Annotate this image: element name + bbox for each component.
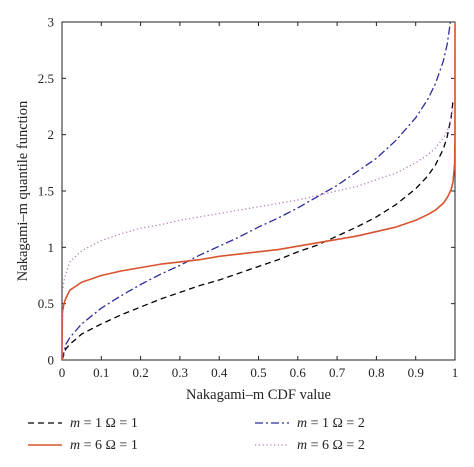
legend-label-2: m = 1 Ω = 2 (297, 416, 365, 431)
series-lines (62, 22, 455, 360)
series-line-1 (62, 100, 454, 360)
x-tick-label: 0.2 (132, 365, 148, 380)
x-tick-label: 1 (452, 365, 459, 380)
x-axis-title: Nakagami–m CDF value (186, 387, 331, 403)
y-tick-label: 0 (48, 353, 55, 368)
x-tick-label: 0.1 (93, 365, 109, 380)
legend-label-3: m = 6 Ω = 1 (70, 438, 138, 453)
x-tick-label: 0.7 (329, 365, 346, 380)
legend-label-text: = 6 Ω = 2 (307, 438, 365, 453)
legend-label-text: = 6 Ω = 1 (80, 438, 138, 453)
y-tick-label: 3 (48, 15, 55, 30)
legend-label-var: m (70, 416, 80, 431)
x-tick-label: 0.5 (250, 365, 266, 380)
x-tick-label: 0.6 (290, 365, 307, 380)
series-line-2 (62, 22, 452, 360)
legend-label-text: = 1 Ω = 2 (307, 416, 365, 431)
y-tick-label: 2 (48, 127, 55, 142)
y-axis-title: Nakagami–m quantile function (15, 100, 31, 281)
axis-ticks: 0 0.1 0.2 0.3 0.4 0.5 0.6 0.7 0.8 0.9 1 0 0.5 1 1.5 2 2.… (38, 15, 459, 381)
legend-label-4: m = 6 Ω = 2 (297, 438, 365, 453)
legend-label-text: = 1 Ω = 1 (80, 416, 138, 431)
legend-label-var: m (70, 438, 80, 453)
y-tick-label: 0.5 (38, 296, 54, 311)
plot-area (61, 21, 456, 361)
legend-label-1: m = 1 Ω = 1 (70, 416, 138, 431)
x-tick-label: 0.8 (368, 365, 384, 380)
series-line-3 (62, 22, 455, 360)
y-tick-label: 1 (48, 240, 55, 255)
x-tick-label: 0.9 (408, 365, 424, 380)
x-tick-label: 0 (59, 365, 66, 380)
x-tick-label: 0.4 (211, 365, 228, 380)
x-tick-label: 0.3 (172, 365, 188, 380)
y-tick-label: 2.5 (38, 71, 54, 86)
y-tick-label: 1.5 (38, 184, 54, 199)
legend-label-var: m (297, 438, 307, 453)
legend-label-var: m (297, 416, 307, 431)
